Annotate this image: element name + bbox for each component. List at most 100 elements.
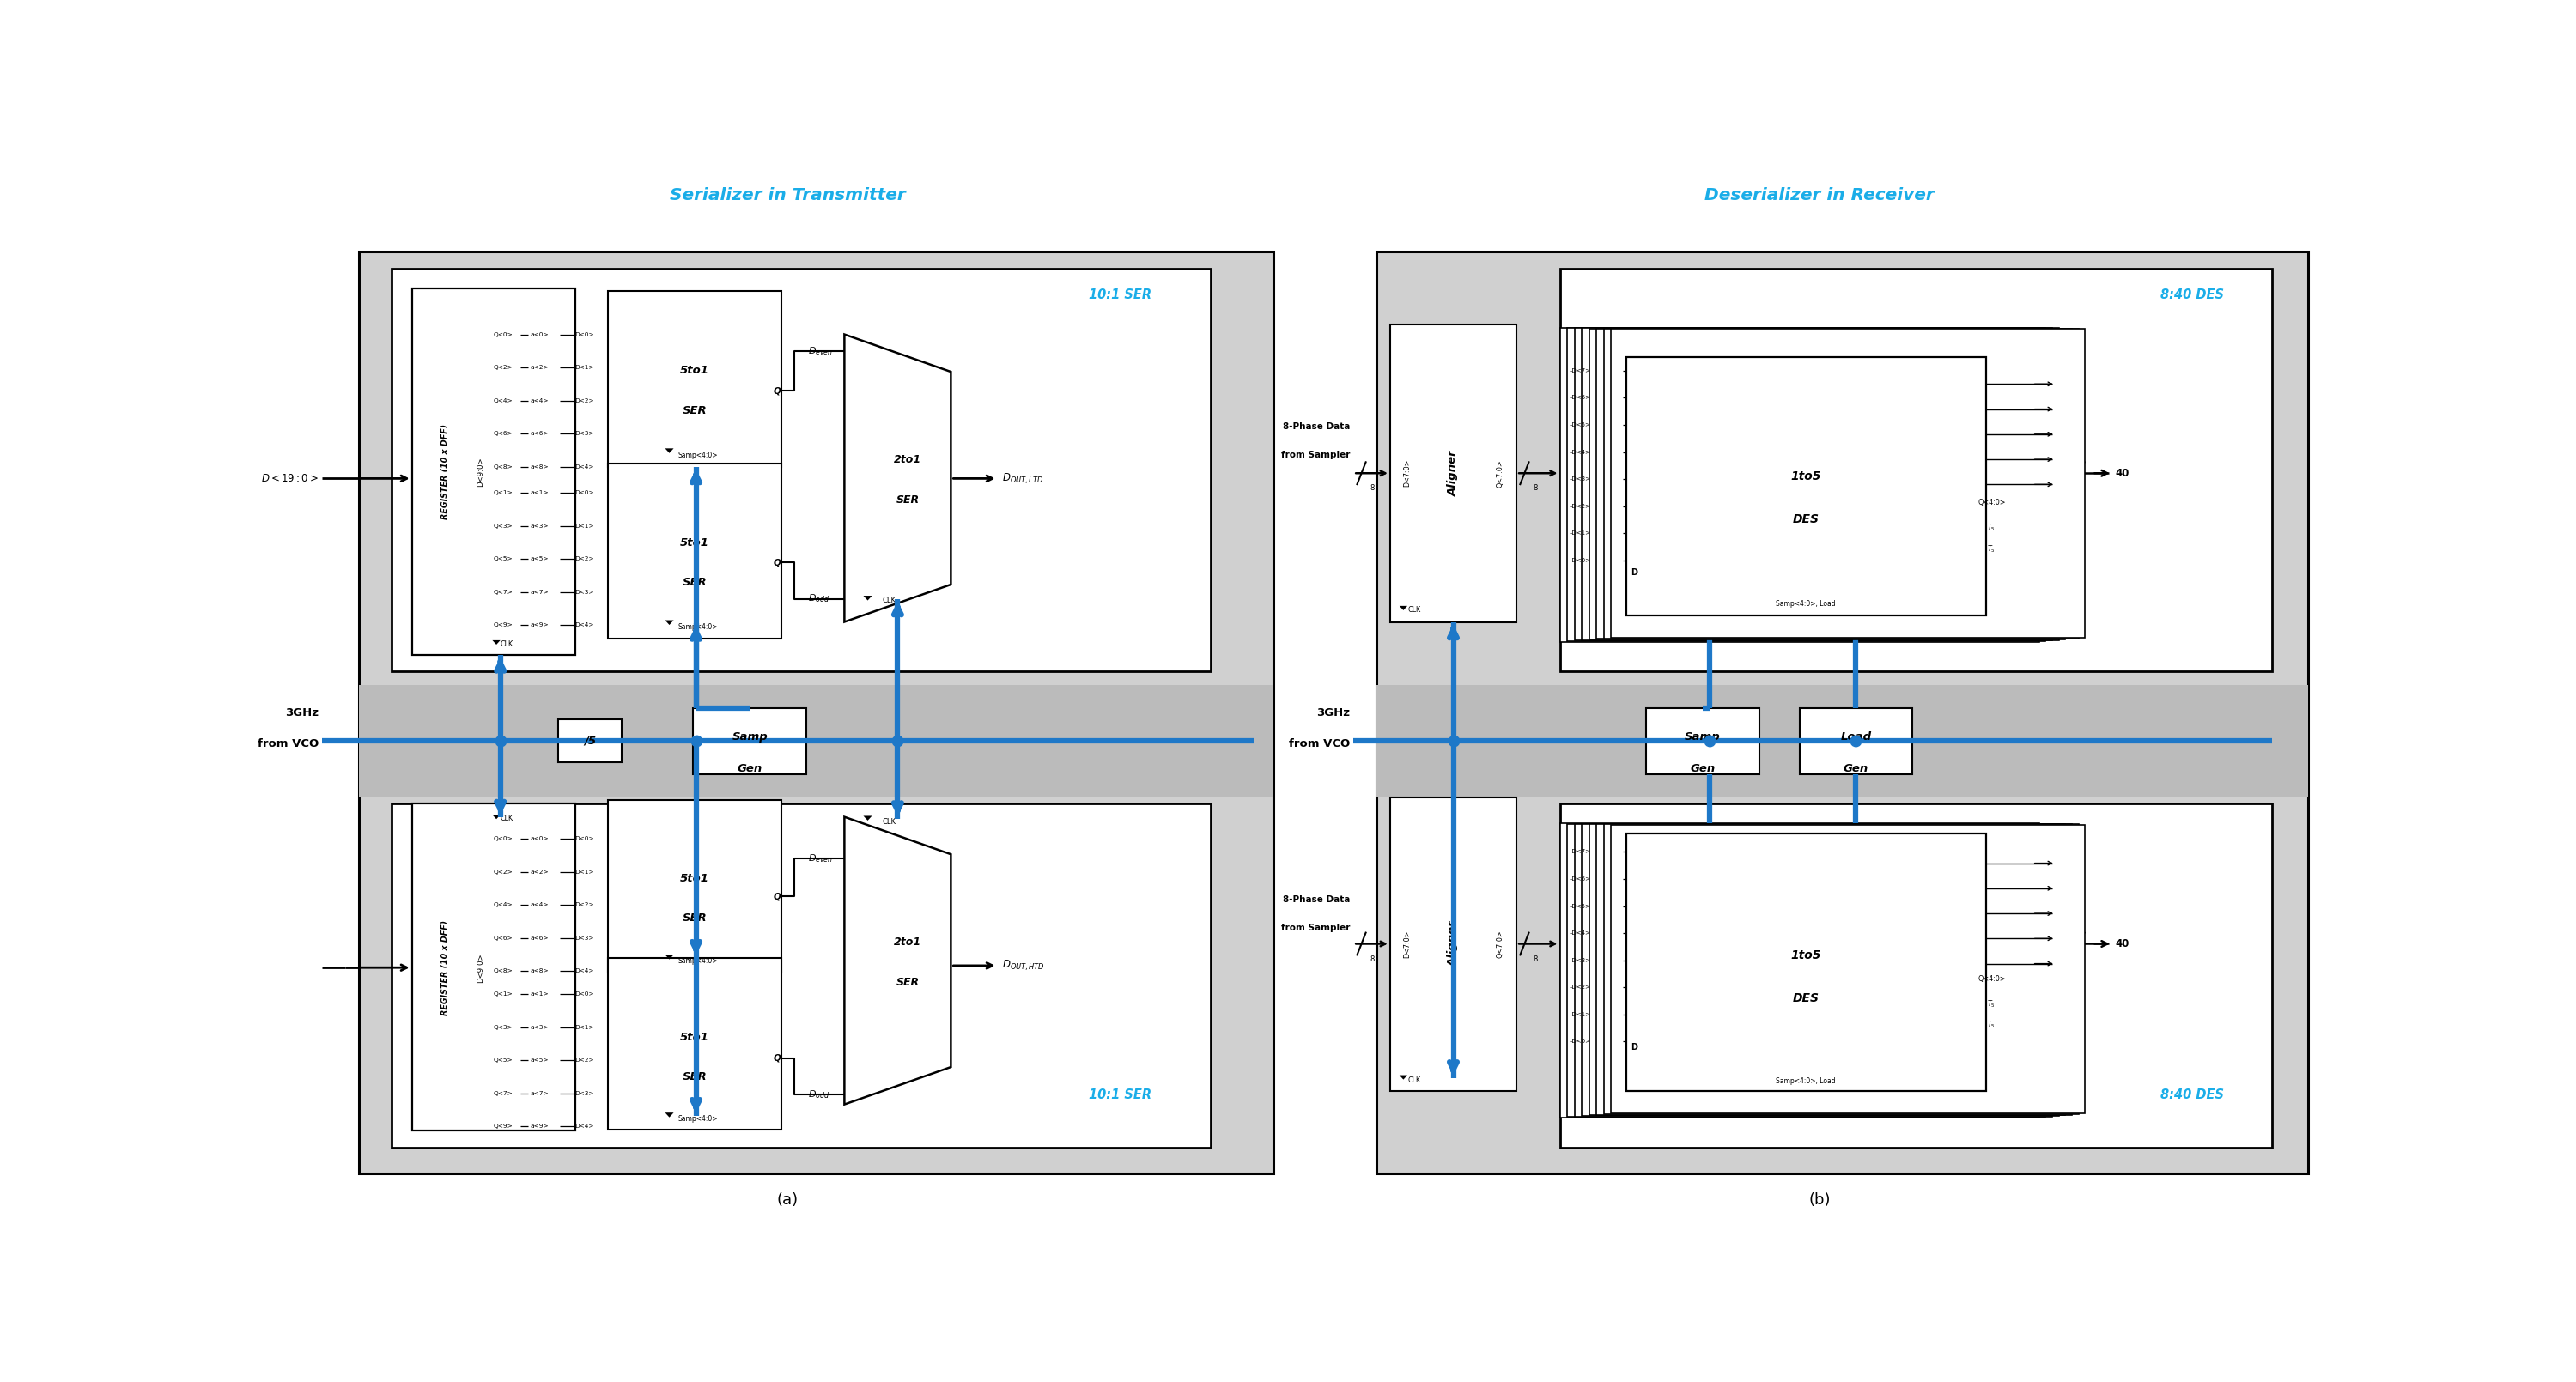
Text: Gen: Gen	[1844, 763, 1868, 774]
Text: –D<1>: –D<1>	[1569, 531, 1592, 536]
Text: D<3>: D<3>	[574, 936, 595, 940]
Text: 3GHz: 3GHz	[286, 708, 319, 719]
Polygon shape	[1574, 824, 2053, 1117]
Text: –D<7>: –D<7>	[1569, 368, 1592, 373]
Text: from Sampler: from Sampler	[1280, 451, 1350, 460]
Text: Q<7:0>: Q<7:0>	[1497, 930, 1504, 958]
Text: D<2>: D<2>	[574, 398, 595, 404]
Polygon shape	[1705, 1075, 1713, 1079]
Polygon shape	[608, 800, 781, 972]
Polygon shape	[608, 958, 781, 1129]
Text: D<2>: D<2>	[574, 1057, 595, 1063]
Text: Q<6>: Q<6>	[495, 936, 513, 940]
Text: from VCO: from VCO	[1288, 738, 1350, 750]
Text: DES: DES	[1793, 514, 1819, 525]
Polygon shape	[1566, 824, 2045, 1117]
Text: Q<7>: Q<7>	[495, 1090, 513, 1096]
Text: D<7:0>: D<7:0>	[1404, 930, 1412, 958]
Polygon shape	[1597, 329, 2071, 638]
Text: Deserializer in Receiver: Deserializer in Receiver	[1705, 188, 1935, 203]
Text: 1to5: 1to5	[1790, 470, 1821, 482]
Text: 5to1: 5to1	[680, 1031, 708, 1042]
Text: D<1>: D<1>	[574, 869, 595, 875]
Text: Aligner: Aligner	[1448, 920, 1458, 967]
Polygon shape	[1597, 824, 2071, 1115]
Text: 8: 8	[1533, 955, 1538, 963]
Text: 3GHz: 3GHz	[1316, 708, 1350, 719]
Polygon shape	[1610, 329, 2084, 637]
Text: 8: 8	[1370, 485, 1376, 492]
Text: a<3>: a<3>	[531, 524, 549, 529]
Text: D<3>: D<3>	[574, 1090, 595, 1096]
Text: SER: SER	[683, 1071, 706, 1082]
Text: 5to1: 5to1	[680, 538, 708, 549]
Text: Q<4:0>: Q<4:0>	[1978, 974, 2007, 983]
Polygon shape	[863, 596, 873, 601]
Text: Q<5>: Q<5>	[495, 1057, 513, 1063]
Text: a<5>: a<5>	[531, 557, 549, 561]
Text: a<9>: a<9>	[531, 1124, 549, 1129]
Text: –D<1>: –D<1>	[1569, 1012, 1592, 1017]
Text: SER: SER	[896, 977, 920, 988]
Polygon shape	[608, 292, 781, 467]
Text: SER: SER	[896, 493, 920, 506]
Text: CLK: CLK	[881, 597, 896, 604]
Text: Aligner: Aligner	[1448, 451, 1458, 496]
Text: –D<6>: –D<6>	[1569, 395, 1592, 401]
Text: –D<7>: –D<7>	[1569, 850, 1592, 854]
Text: a<8>: a<8>	[531, 464, 549, 468]
Polygon shape	[1605, 825, 2079, 1114]
Text: Q<1>: Q<1>	[495, 491, 513, 496]
Polygon shape	[665, 1113, 675, 1118]
Text: D<0>: D<0>	[574, 836, 595, 842]
Text: 5to1: 5to1	[680, 365, 708, 376]
Text: Q<6>: Q<6>	[495, 431, 513, 437]
Polygon shape	[392, 268, 1211, 672]
Text: –D<3>: –D<3>	[1569, 477, 1592, 482]
Text: a<8>: a<8>	[531, 969, 549, 973]
Text: a<4>: a<4>	[531, 398, 549, 404]
Text: a<3>: a<3>	[531, 1024, 549, 1030]
Text: a<9>: a<9>	[531, 623, 549, 627]
Text: $D_{odd}$: $D_{odd}$	[809, 1089, 829, 1100]
Text: D<9:0>: D<9:0>	[477, 952, 484, 983]
Polygon shape	[1589, 329, 2066, 640]
Text: SER: SER	[683, 912, 706, 923]
Polygon shape	[1558, 824, 2040, 1118]
Text: CLK: CLK	[1409, 1077, 1422, 1083]
Text: Samp<4:0>: Samp<4:0>	[677, 958, 719, 965]
Text: D<4>: D<4>	[574, 623, 595, 627]
Text: –D<5>: –D<5>	[1569, 904, 1592, 909]
Text: Q<1>: Q<1>	[495, 991, 513, 996]
Text: $T_5$: $T_5$	[1986, 522, 1996, 533]
Text: $T_5$: $T_5$	[1986, 1020, 1996, 1031]
Text: REGISTER (10 x DFF): REGISTER (10 x DFF)	[440, 920, 448, 1016]
Text: Samp<4:0>, Load: Samp<4:0>, Load	[1775, 1078, 1837, 1085]
Text: Q<0>: Q<0>	[495, 836, 513, 842]
Text: D: D	[1631, 568, 1638, 576]
Text: D<1>: D<1>	[574, 1024, 595, 1030]
Polygon shape	[492, 815, 500, 820]
Text: 8:40 DES: 8:40 DES	[2161, 289, 2223, 301]
Text: $D_{OUT,HTD}$: $D_{OUT,HTD}$	[1002, 959, 1046, 973]
Text: Q: Q	[773, 387, 781, 395]
Text: Q: Q	[773, 558, 781, 567]
Text: D<4>: D<4>	[574, 464, 595, 468]
Text: –D<0>: –D<0>	[1569, 1039, 1592, 1045]
Text: $D_{even}$: $D_{even}$	[809, 346, 832, 357]
Polygon shape	[665, 621, 675, 625]
Text: Q<8>: Q<8>	[495, 464, 513, 468]
Text: D<4>: D<4>	[574, 1124, 595, 1129]
Text: (b): (b)	[1808, 1193, 1829, 1208]
Text: /5: /5	[585, 735, 595, 746]
Polygon shape	[1376, 684, 2308, 797]
Text: Q<5>: Q<5>	[495, 557, 513, 561]
Text: Q<2>: Q<2>	[495, 869, 513, 875]
Polygon shape	[1582, 328, 2058, 640]
Text: 1to5: 1to5	[1790, 949, 1821, 962]
Text: (a): (a)	[778, 1193, 799, 1208]
Polygon shape	[358, 684, 1273, 797]
Text: Q<0>: Q<0>	[495, 332, 513, 337]
Text: 8-Phase Data: 8-Phase Data	[1283, 896, 1350, 904]
Text: Q<3>: Q<3>	[495, 1024, 513, 1030]
